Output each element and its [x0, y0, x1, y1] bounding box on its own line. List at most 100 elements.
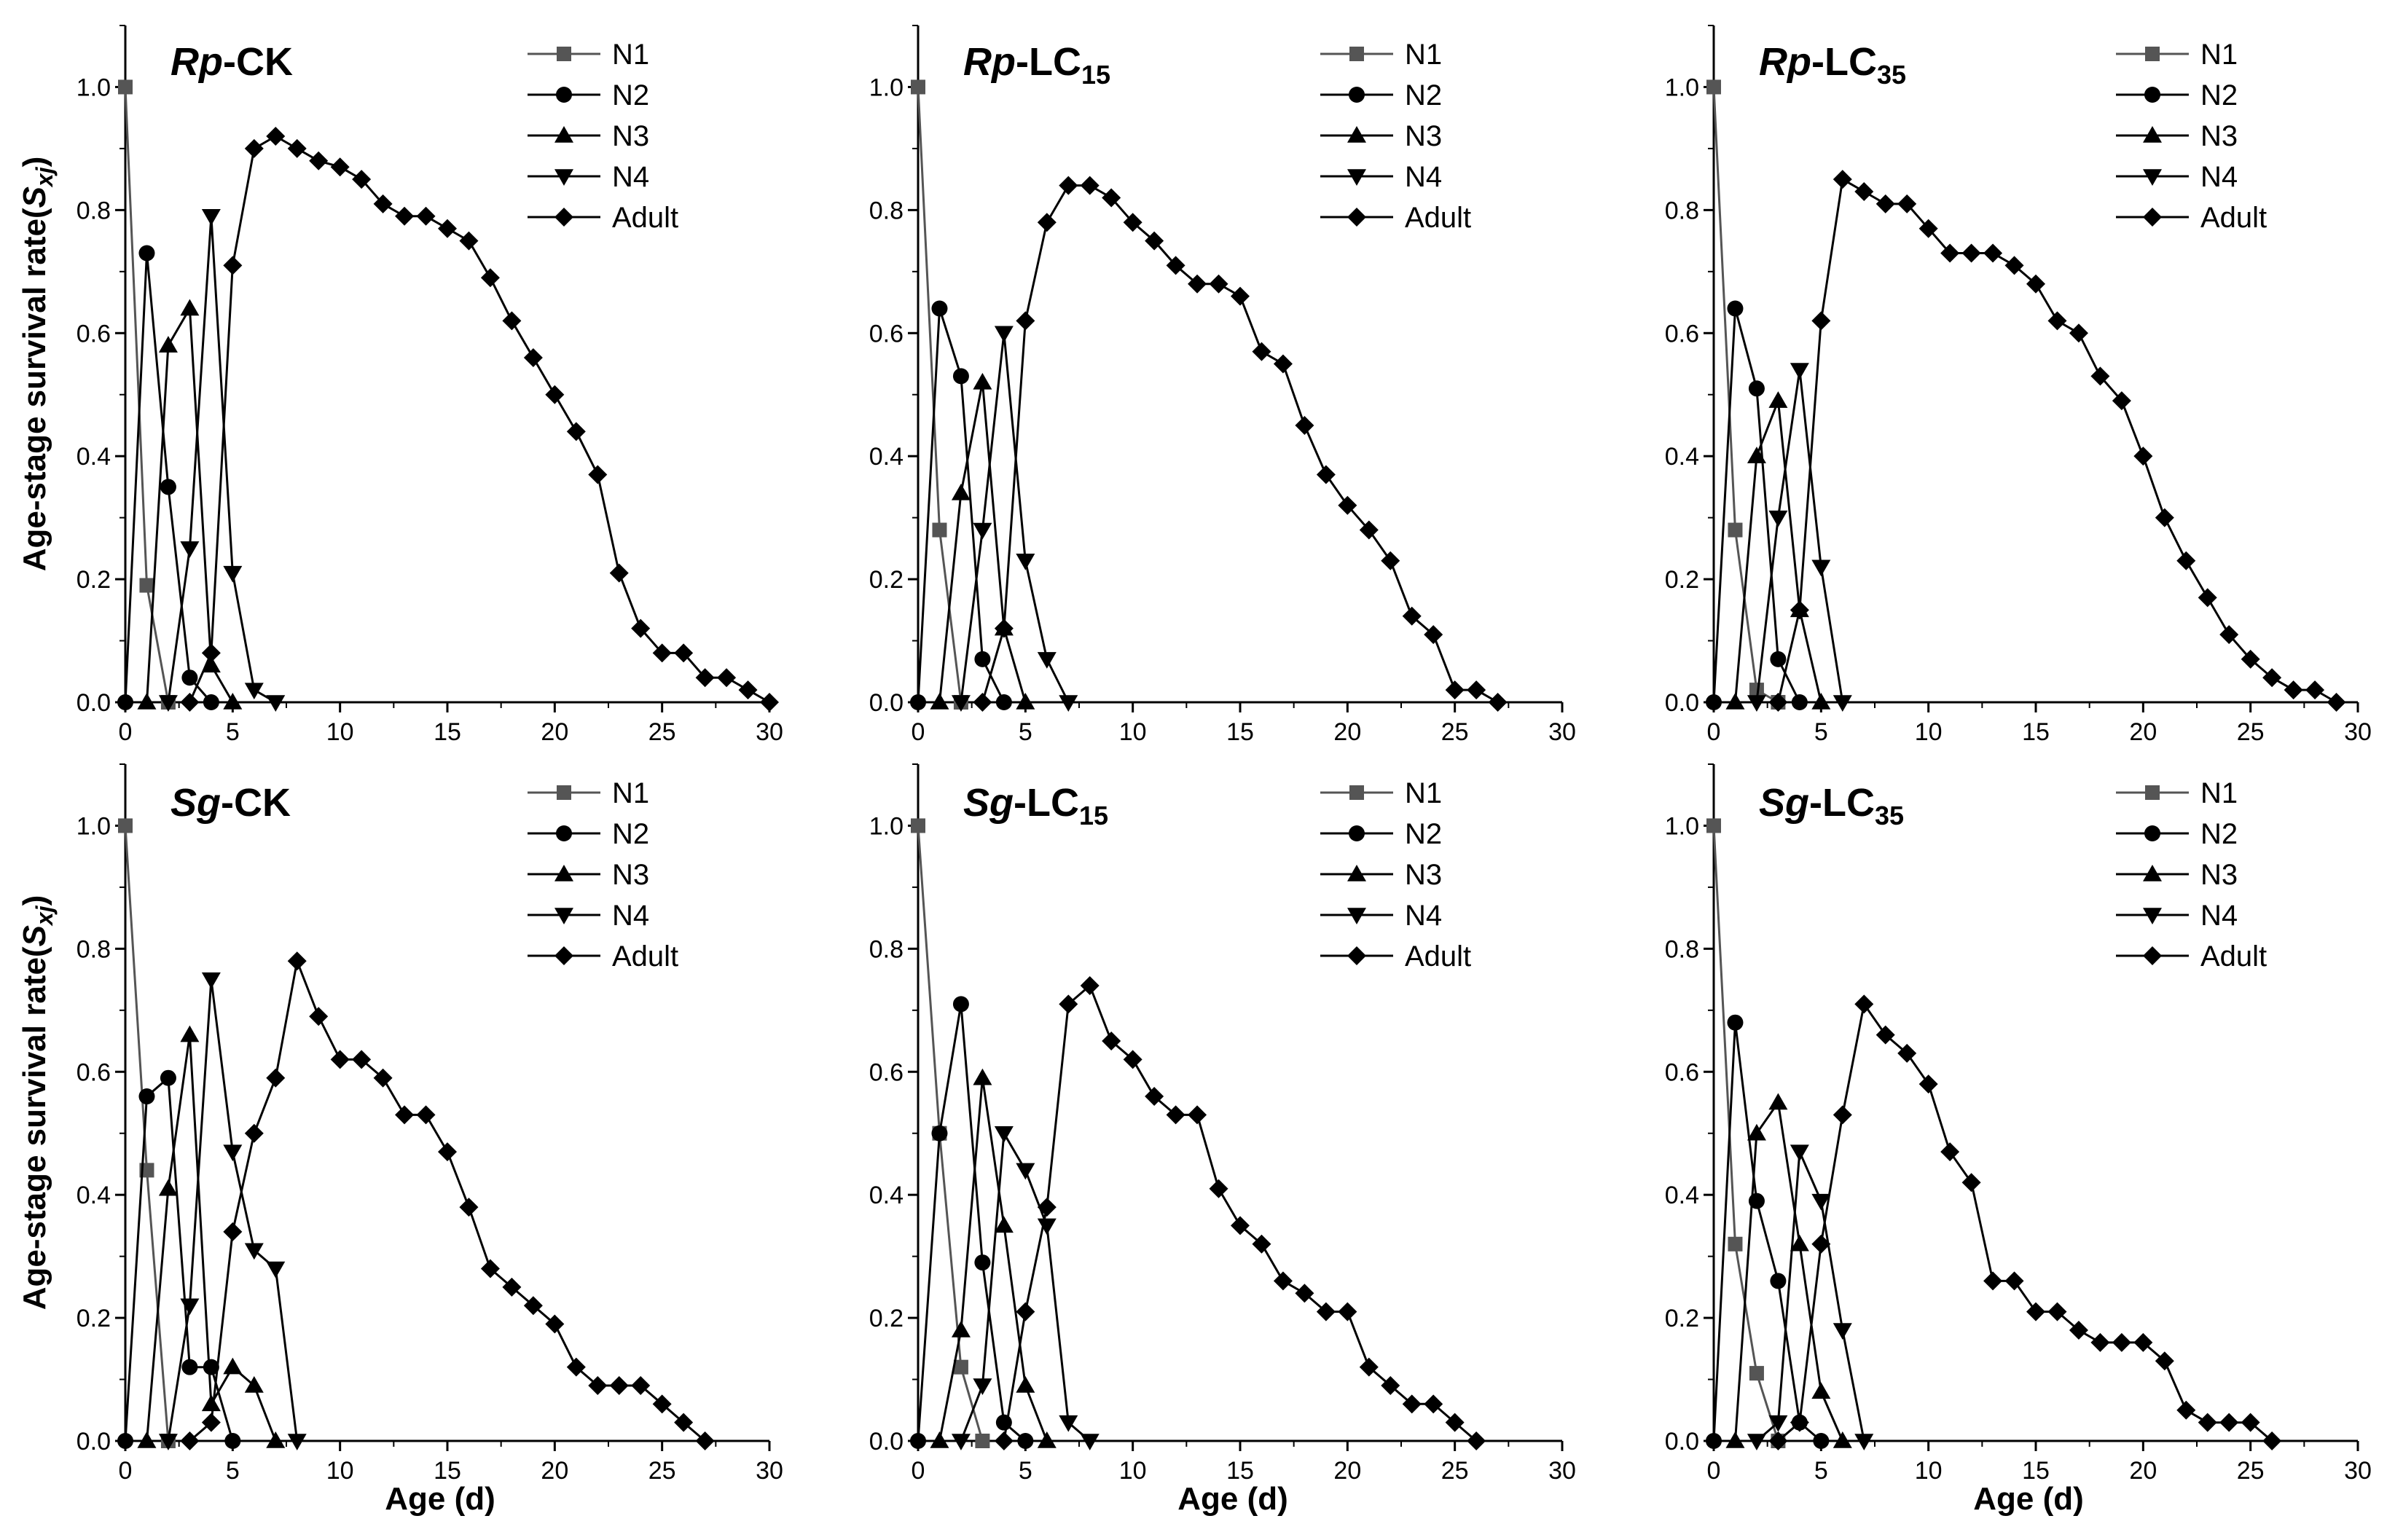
data-point-n1 [1706, 818, 1721, 833]
legend-label: Adult [2200, 202, 2267, 234]
data-point-n1 [1728, 522, 1743, 538]
x-tick-label: 20 [2129, 1457, 2157, 1485]
legend-marker [556, 825, 572, 841]
data-point-adult [480, 268, 500, 288]
legend-label: N2 [612, 79, 649, 111]
data-point-n4 [266, 1261, 286, 1278]
data-point-adult [2241, 649, 2260, 669]
legend-marker [1349, 47, 1364, 61]
series-n1 [118, 818, 176, 1448]
data-point-adult [760, 693, 779, 712]
data-point-adult [2090, 1332, 2110, 1352]
legend-marker [554, 865, 573, 881]
legend-marker [1347, 126, 1366, 143]
data-point-adult [588, 1375, 608, 1395]
legend-marker [2143, 126, 2162, 143]
x-tick-label: 5 [1019, 1457, 1032, 1485]
data-point-n2 [1813, 1433, 1830, 1449]
data-point-n1 [139, 578, 154, 593]
series-n4 [1747, 363, 1852, 712]
y-tick-label: 0.8 [869, 935, 904, 963]
data-point-n3 [180, 299, 200, 316]
data-point-n3 [951, 1320, 971, 1337]
data-point-n3 [158, 336, 178, 353]
y-tick-label: 0.0 [77, 1428, 111, 1455]
data-point-n2 [181, 669, 198, 686]
legend-label: N4 [2200, 161, 2238, 193]
data-point-adult [2069, 1320, 2088, 1340]
panel-title-species: Rp [963, 40, 1016, 84]
data-point-adult [1488, 693, 1508, 712]
data-point-n4 [1768, 510, 1788, 527]
y-tick-label: 1.0 [77, 812, 111, 840]
data-point-n4 [1854, 1434, 1874, 1450]
y-tick-label: 0.0 [1665, 689, 1699, 717]
data-point-n4 [1747, 695, 1766, 712]
data-point-n2 [974, 651, 991, 667]
data-point-n3 [1790, 1234, 1809, 1252]
data-point-adult [2026, 1302, 2045, 1321]
data-point-n3 [1768, 1093, 1788, 1110]
data-point-n4 [1747, 1434, 1766, 1450]
series-line-adult [981, 184, 1499, 704]
legend-entry-n2: N2 [1320, 79, 1442, 111]
data-point-n4 [287, 1434, 307, 1450]
data-point-adult [438, 219, 457, 238]
legend-entry-adult: Adult [2116, 940, 2267, 973]
data-point-adult [459, 1198, 479, 1217]
data-point-n3 [201, 1394, 221, 1412]
data-point-adult [2262, 1431, 2282, 1450]
y-tick-label: 0.4 [1665, 1182, 1699, 1209]
data-point-n1 [1728, 1236, 1743, 1252]
series-n4 [158, 209, 286, 712]
legend-entry-n3: N3 [1320, 859, 1442, 891]
data-point-adult [352, 1050, 372, 1069]
data-point-adult [1166, 256, 1185, 275]
y-tick-label: 0.6 [869, 320, 904, 347]
data-point-adult [609, 1375, 629, 1395]
legend-entry-n3: N3 [1320, 120, 1442, 152]
x-tick-label: 5 [1814, 1457, 1828, 1485]
y-tick-label: 0.0 [1665, 1428, 1699, 1455]
data-point-n1 [118, 818, 133, 833]
x-tick-label: 25 [648, 1457, 676, 1485]
data-point-adult [631, 618, 651, 638]
x-axis-label-col-3: Age (d) [1973, 1481, 2084, 1517]
data-point-adult [1102, 188, 1121, 208]
panel-title-subscript: 15 [1081, 60, 1110, 90]
data-point-adult [502, 311, 522, 331]
legend-entry-adult: Adult [2116, 202, 2267, 234]
y-axis-label-close: ) [17, 157, 52, 168]
y-tick-label: 0.6 [1665, 320, 1699, 347]
data-point-n2 [160, 479, 176, 495]
data-point-n2 [1791, 694, 1808, 710]
panel-title-subscript: 35 [1877, 60, 1906, 90]
series-line-n2 [124, 1075, 234, 1442]
legend-label: N2 [2200, 79, 2238, 111]
y-tick-label: 0.4 [77, 443, 111, 471]
x-tick-label: 5 [226, 718, 240, 746]
data-point-adult [1123, 1050, 1142, 1069]
y-tick-label: 0.2 [1665, 1305, 1699, 1332]
data-point-n3 [244, 1375, 264, 1393]
y-tick-label: 0.4 [1665, 443, 1699, 471]
data-point-adult [1080, 176, 1100, 195]
data-point-adult [2026, 274, 2045, 294]
legend-marker [556, 87, 572, 103]
panel-title: Rp-LC35 [1759, 40, 1906, 90]
series-line-adult [1776, 177, 2337, 704]
x-tick-label: 0 [119, 718, 133, 746]
data-point-adult [1252, 342, 1271, 361]
data-point-n3 [1037, 1431, 1057, 1448]
data-point-n3 [930, 693, 949, 710]
data-point-adult [566, 422, 586, 441]
data-point-n2 [1748, 380, 1765, 397]
x-tick-label: 30 [1548, 1457, 1576, 1485]
data-point-adult [2305, 680, 2325, 700]
series-adult [1768, 170, 2346, 712]
data-point-n4 [1790, 1144, 1809, 1162]
data-point-n4 [994, 1125, 1014, 1143]
y-tick-label: 0.2 [1665, 566, 1699, 594]
x-tick-label: 10 [326, 1457, 354, 1485]
legend-label: N4 [1405, 161, 1442, 193]
